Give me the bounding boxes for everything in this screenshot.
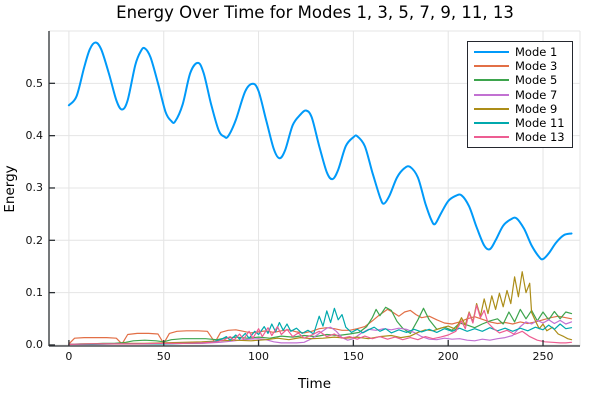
legend-line-swatch (474, 79, 509, 82)
legend-label: Mode 1 (515, 45, 558, 60)
series-mode-13 (68, 304, 573, 345)
x-tick-label: 150 (342, 350, 364, 363)
legend-label: Mode 11 (515, 116, 565, 131)
series-mode-5 (68, 306, 573, 345)
legend-entry-mode-11: Mode 11 (474, 116, 565, 130)
y-tick-label: 0.2 (25, 233, 44, 247)
legend-entry-mode-7: Mode 7 (474, 88, 565, 102)
legend-label: Mode 7 (515, 87, 558, 102)
legend-label: Mode 3 (515, 59, 558, 74)
series-mode-9 (68, 271, 573, 345)
x-tick-label: 0 (65, 350, 73, 363)
y-tick-label: 0.4 (25, 129, 44, 143)
legend-line-swatch (474, 136, 509, 139)
legend-entry-mode-5: Mode 5 (474, 73, 565, 87)
y-tick-label: 0.1 (25, 286, 44, 300)
x-tick-label: 100 (248, 350, 270, 363)
y-tick-label: 0.5 (25, 76, 44, 90)
legend-line-swatch (474, 65, 509, 68)
y-tick-label: 0.0 (25, 338, 44, 352)
legend-line-swatch (474, 51, 509, 54)
legend-entry-mode-9: Mode 9 (474, 102, 565, 116)
series-mode-1 (67, 41, 573, 261)
y-tick-label: 0.3 (25, 181, 44, 195)
legend-label: Mode 5 (515, 73, 558, 88)
legend-line-swatch (474, 122, 509, 125)
legend-label: Mode 9 (515, 101, 558, 116)
chart-title: Energy Over Time for Modes 1, 3, 5, 7, 9… (116, 3, 514, 22)
legend-entry-mode-13: Mode 13 (474, 130, 565, 144)
legend-label: Mode 13 (515, 130, 565, 145)
x-tick-label: 50 (156, 350, 171, 363)
legend-line-swatch (474, 93, 509, 96)
legend-entry-mode-1: Mode 1 (474, 45, 565, 59)
legend-entry-mode-3: Mode 3 (474, 59, 565, 73)
legend: Mode 1 Mode 3 Mode 5 Mode 7 Mode 9 Mode 11 Mod… (467, 41, 573, 149)
x-tick-label: 200 (437, 350, 459, 363)
x-tick-label: 250 (532, 350, 554, 363)
legend-line-swatch (474, 107, 509, 110)
x-axis-label: Time (297, 376, 332, 392)
